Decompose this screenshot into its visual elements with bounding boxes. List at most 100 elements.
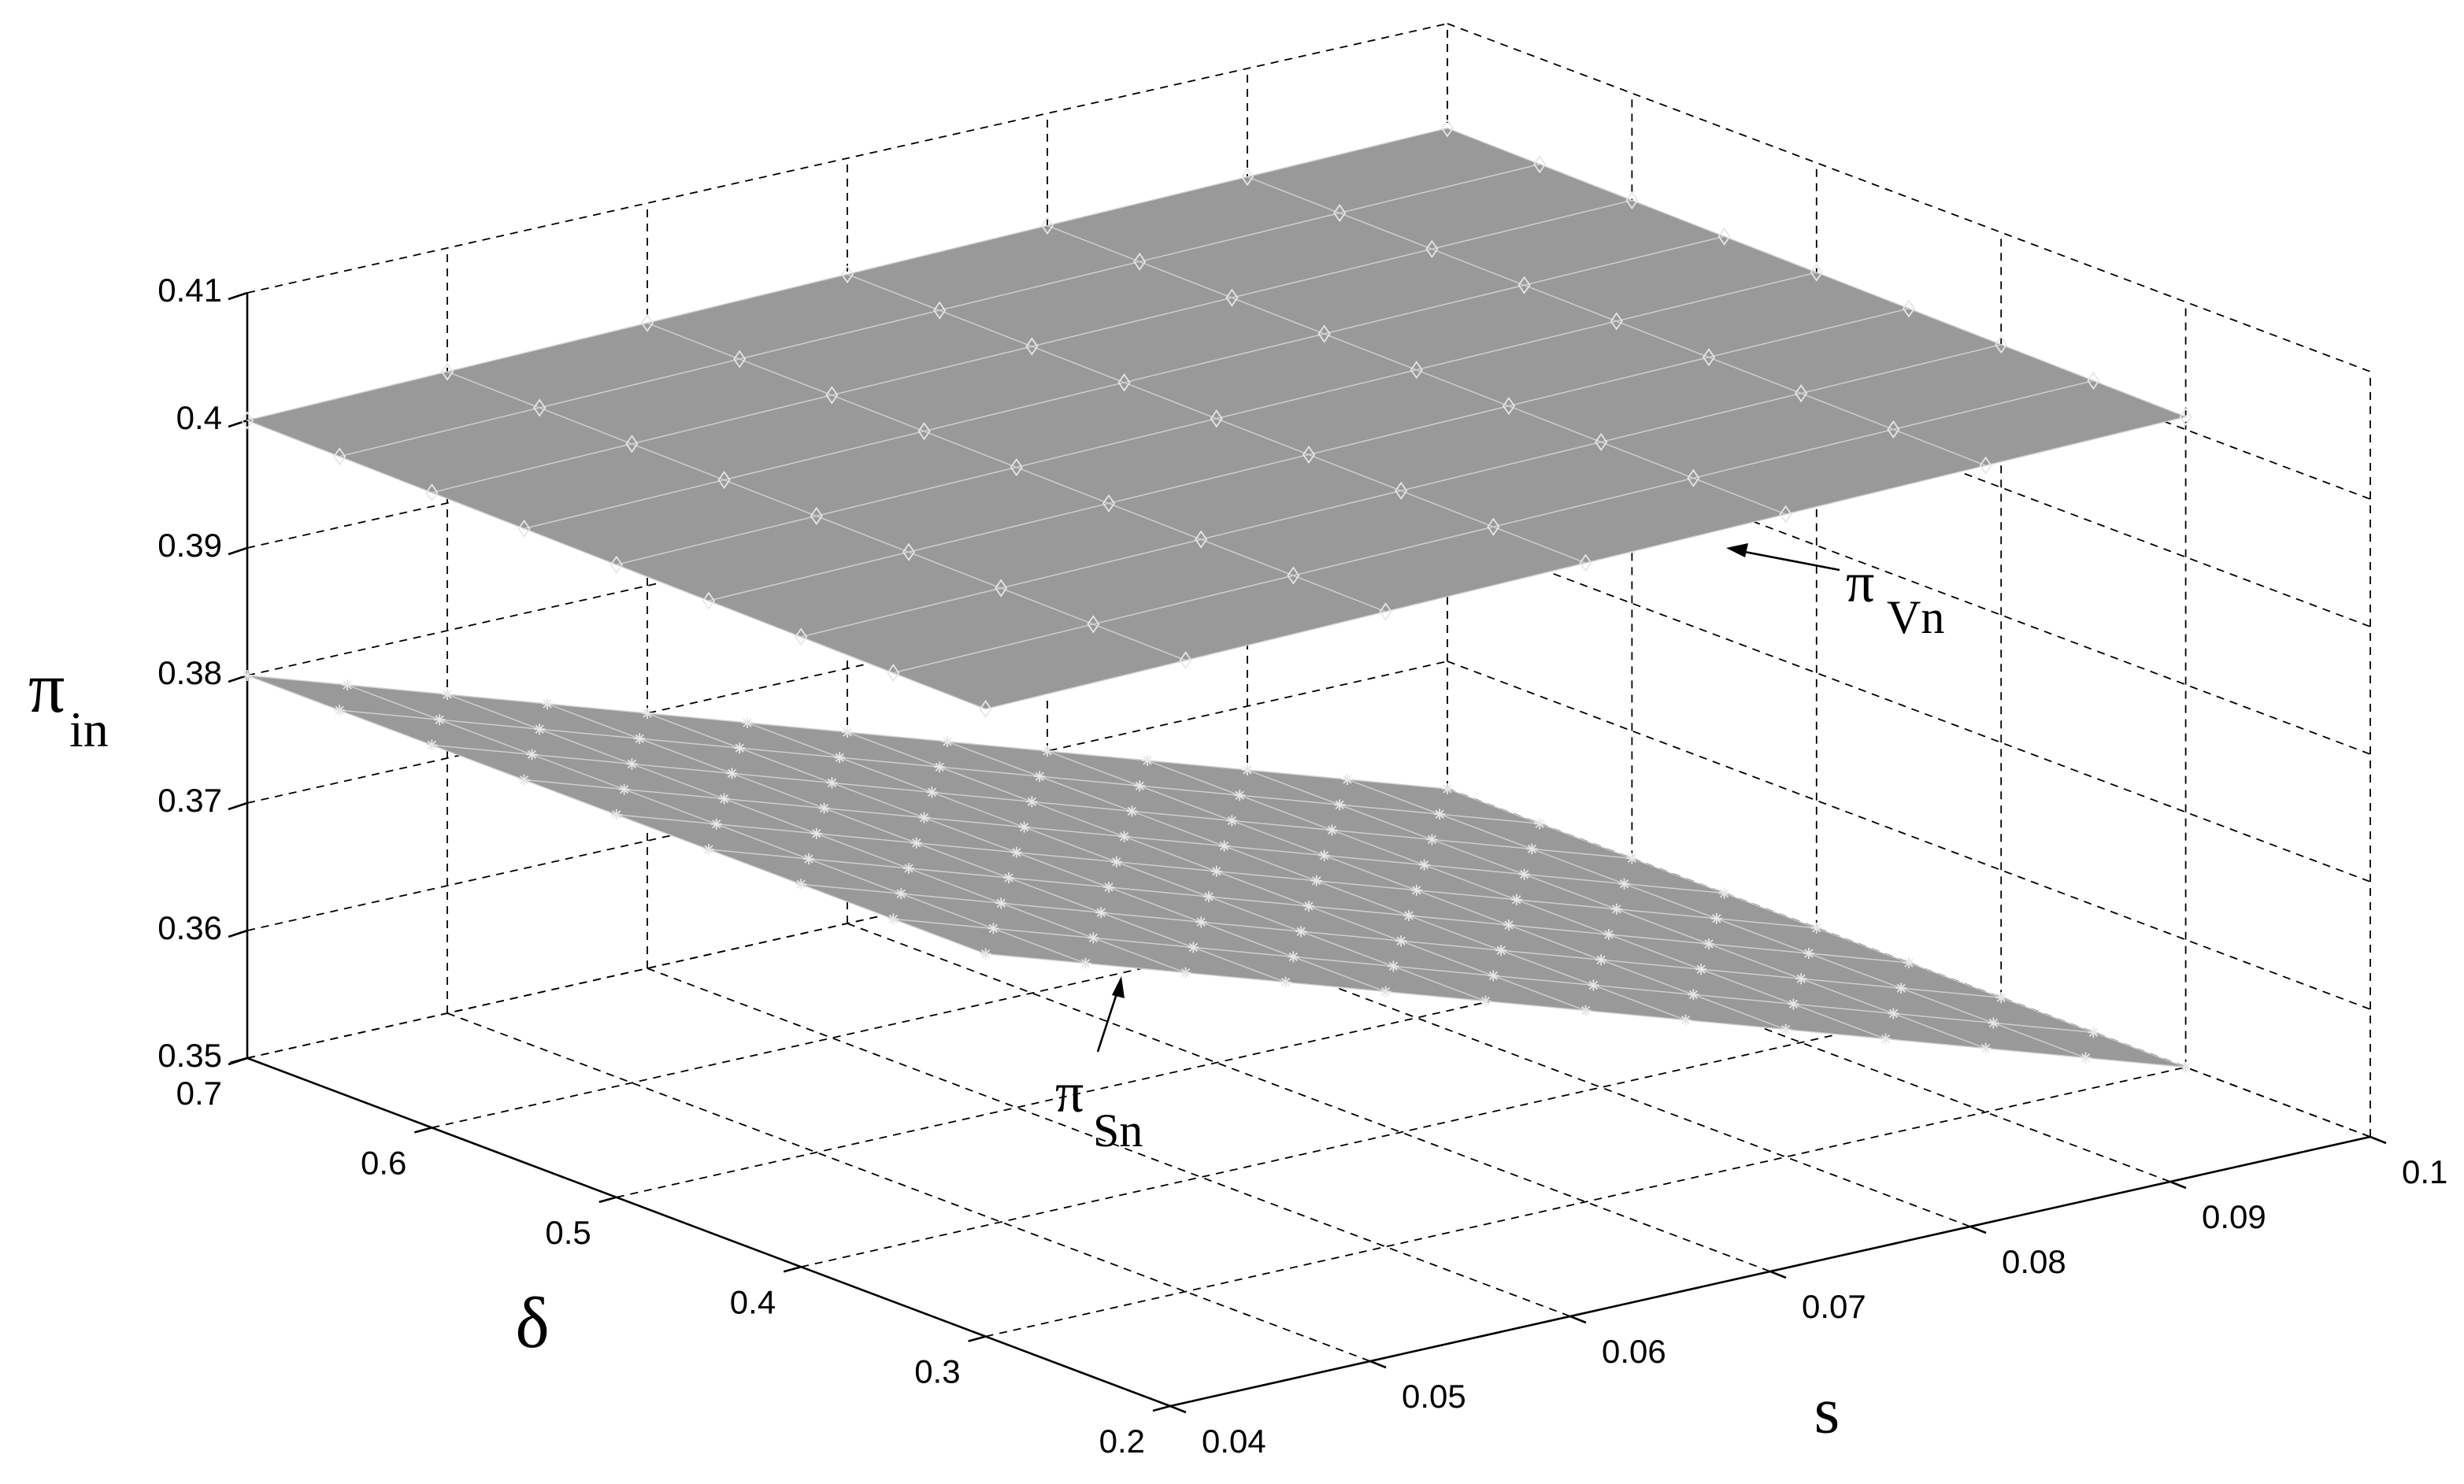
surface [242,670,2192,1073]
surface-marker [426,739,438,751]
surface-marker [1210,865,1222,877]
z-tick [228,546,248,556]
surface-marker [1425,239,1439,258]
z-tick [228,929,248,938]
surface-marker [626,758,638,770]
surface-marker [1380,986,1391,997]
surface-marker [1117,373,1131,392]
surface-marker [1502,397,1516,416]
surface-marker [1588,979,1599,991]
surface-marker [1280,976,1291,988]
surface-marker [733,350,747,368]
surface-marker [517,519,531,538]
surface-marker [1788,998,1799,1010]
surface-marker [1003,872,1014,883]
surface-marker [1702,348,1716,367]
z-tick-label: 0.37 [157,782,222,819]
z-tick [228,801,248,811]
surface-marker [342,679,353,690]
surface-marker [1188,942,1199,953]
y-axis [246,1057,1171,1408]
surface-marker [1318,849,1330,861]
surface-marker [1610,903,1622,915]
surface-marker [717,471,731,490]
surface-marker [1703,938,1714,949]
y-axis-label: δ [515,1282,549,1363]
surface-marker [1803,948,1814,959]
surface-marker [1710,912,1722,924]
x-tick-label: 0.06 [1602,1333,1666,1370]
surface-marker [642,708,653,719]
surface-marker [1718,887,1730,899]
surface-marker [995,579,1008,598]
annotation-sn: π Sn [1055,976,1143,1156]
surface-marker [1717,227,1731,246]
surface-marker [1395,481,1408,500]
x-tick-label: 0.07 [1802,1288,1866,1325]
x-tick-label: 0.05 [1402,1378,1466,1415]
surface-marker [980,948,991,960]
surface-marker [240,411,254,430]
surface-marker [1695,964,1707,975]
x-tick [1569,1315,1587,1324]
surface-marker [1403,910,1414,921]
surface-marker [1142,755,1153,766]
surface-marker [1326,824,1338,836]
surface-marker [1303,901,1314,912]
z-tick [228,674,248,683]
surface-marker [2180,1061,2192,1073]
x-tick [1969,1225,1987,1234]
z-tick [228,419,248,428]
surface-marker [1618,878,1630,890]
surface-marker [1234,790,1246,801]
surface-marker [826,777,838,789]
axes: 0.35 0.36 0.37 0.38 0.39 0.4 0.41 0.2 0.3 0.4 0.5 0… [157,272,2447,1460]
annotation: π [1846,551,1874,614]
surface-marker [634,733,646,745]
arrow-head [1726,543,1748,557]
grid-line [985,1066,2186,1338]
annotation-vn: π Vn [1726,543,1944,643]
surface-marker [2087,372,2100,390]
surface-marker [1988,1017,1999,1029]
surface-marker [610,555,623,574]
surface-marker [810,827,822,839]
surface-marker [1434,809,1446,820]
surface-marker [1480,995,1491,1007]
surface-marker [1442,783,1453,794]
surface-marker [803,853,814,864]
grid-line [446,1012,1371,1362]
surface-marker [1526,843,1538,855]
surface-marker [1126,805,1138,817]
surface-marker [1495,945,1507,957]
surface-marker [1225,288,1239,307]
surface-marker [1026,796,1038,808]
surface-marker [795,879,807,890]
surface-marker [1503,920,1514,931]
x-axis-label: s [1814,1374,1840,1447]
surface-marker [887,664,900,683]
z-tick-label: 0.36 [157,909,222,946]
y-tick-label: 0.3 [914,1353,960,1390]
surface-marker [842,727,853,738]
surface-marker [1042,746,1053,757]
surface-marker [1895,983,1907,994]
y-tick [598,1196,617,1204]
surface-marker [942,736,953,747]
surface-marker [625,435,639,453]
z-axis-label-sub: in [69,701,109,757]
surface-marker [1410,884,1422,896]
surface-marker [610,809,622,820]
surface-marker [834,752,846,764]
surface-marker [1195,530,1208,549]
surface-marker [1087,932,1099,944]
z-tick-label: 0.41 [157,272,222,309]
x-tick [1369,1360,1387,1369]
surface-marker [742,717,753,728]
surface-marker [1288,951,1299,963]
surface-marker [1410,361,1423,379]
surface-marker [1980,1042,1992,1054]
surface-marker [1595,954,1607,966]
surface-marker [425,483,439,502]
surface-marker [1210,409,1223,428]
